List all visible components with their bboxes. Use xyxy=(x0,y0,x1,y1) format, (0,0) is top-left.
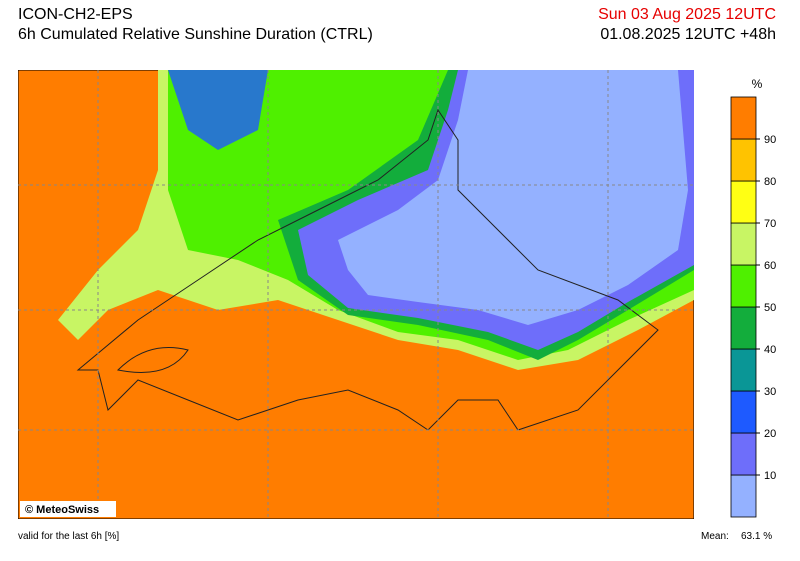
map-zone xyxy=(338,70,688,325)
map: © MeteoSwiss xyxy=(18,70,694,519)
tick-label: 60 xyxy=(764,260,776,272)
mean-value: 63.1 % xyxy=(741,531,773,542)
color-bin xyxy=(730,264,757,308)
credit-box xyxy=(20,501,116,517)
run-info: 01.08.2025 12UTC +48h xyxy=(600,26,776,43)
tick-label: 50 xyxy=(764,302,776,314)
color-bin xyxy=(730,96,757,140)
model-name: ICON-CH2-EPS xyxy=(18,6,133,23)
color-bin xyxy=(730,306,757,350)
color-bin xyxy=(730,138,757,182)
mean-label: Mean: xyxy=(701,531,729,542)
credit: © MeteoSwiss xyxy=(25,504,99,516)
tick-label: 20 xyxy=(764,428,776,440)
colorbar: % 10 20 30 40 50 60 70 80 90 xyxy=(730,77,776,518)
valid-date: Sun 03 Aug 2025 12UTC xyxy=(598,6,776,23)
borders xyxy=(76,108,659,431)
map-zone xyxy=(168,70,268,150)
color-bin xyxy=(730,180,757,224)
color-bin xyxy=(730,390,757,434)
tick-label: 90 xyxy=(764,134,776,146)
tick-label: 70 xyxy=(764,218,776,230)
colorbar-unit: % xyxy=(752,77,763,91)
graticule xyxy=(18,70,694,519)
tick-label: 30 xyxy=(764,386,776,398)
tick-label: 40 xyxy=(764,344,776,356)
color-bin xyxy=(730,222,757,266)
color-bin xyxy=(730,474,757,518)
map-title: 6h Cumulated Relative Sunshine Duration … xyxy=(18,26,373,43)
tick-label: 80 xyxy=(764,176,776,188)
color-bin xyxy=(730,348,757,392)
color-bin xyxy=(730,432,757,476)
tick-label: 10 xyxy=(764,470,776,482)
footer-note: valid for the last 6h [%] xyxy=(18,531,120,542)
